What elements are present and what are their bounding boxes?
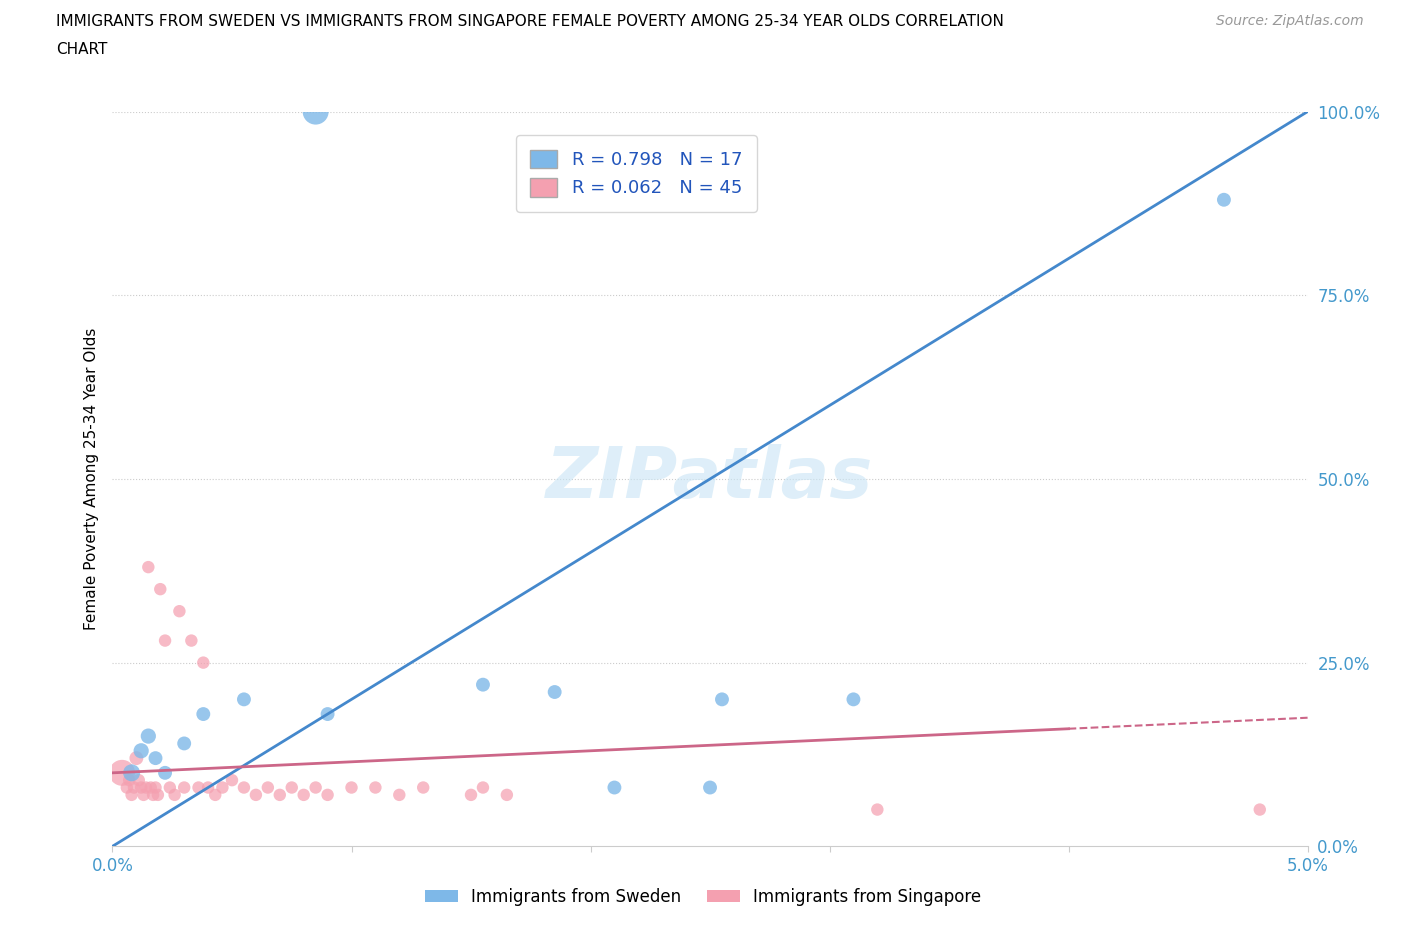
Point [257,780,280,795]
Point [233,692,256,707]
Point [163,788,186,803]
Point [173,780,195,795]
Point [245,788,267,803]
Text: IMMIGRANTS FROM SWEDEN VS IMMIGRANTS FROM SINGAPORE FEMALE POVERTY AMONG 25-34 Y: IMMIGRANTS FROM SWEDEN VS IMMIGRANTS FRO… [56,14,1004,29]
Point [305,780,328,795]
Point [711,692,734,707]
Point [159,780,181,795]
Text: Source: ZipAtlas.com: Source: ZipAtlas.com [1216,14,1364,28]
Point [169,604,191,618]
Point [1213,193,1236,207]
Point [1249,802,1271,817]
Point [153,633,176,648]
Point [125,751,148,765]
Point [180,633,202,648]
Legend: Immigrants from Sweden, Immigrants from Singapore: Immigrants from Sweden, Immigrants from … [418,881,988,912]
Legend: R = 0.798   N = 17, R = 0.062   N = 45: R = 0.798 N = 17, R = 0.062 N = 45 [516,136,756,212]
Point [173,736,195,751]
Point [193,656,215,671]
Point [121,765,143,780]
Point [187,780,209,795]
Point [138,560,160,575]
Point [115,780,138,795]
Point [866,802,889,817]
Text: CHART: CHART [56,42,108,57]
Point [121,788,143,803]
Point [842,692,865,707]
Point [472,677,495,692]
Point [142,788,165,803]
Point [129,743,152,758]
Point [132,788,155,803]
Point [305,104,328,119]
Point [149,582,172,597]
Point [118,773,141,788]
Point [221,773,243,788]
Point [340,780,363,795]
Point [292,788,315,803]
Point [122,780,145,795]
Point [204,788,226,803]
Point [316,788,339,803]
Point [603,780,626,795]
Point [699,780,721,795]
Point [128,773,150,788]
Point [233,780,256,795]
Point [412,780,434,795]
Point [138,729,160,744]
Point [316,707,339,722]
Text: ZIPatlas: ZIPatlas [547,445,873,513]
Point [135,780,157,795]
Point [111,765,134,780]
Point [139,780,162,795]
Point [472,780,495,795]
Point [145,780,167,795]
Point [460,788,482,803]
Point [543,684,565,699]
Point [193,707,215,722]
Y-axis label: Female Poverty Among 25-34 Year Olds: Female Poverty Among 25-34 Year Olds [83,327,98,631]
Point [197,780,219,795]
Point [145,751,167,765]
Point [281,780,304,795]
Point [388,788,411,803]
Point [211,780,233,795]
Point [269,788,291,803]
Point [496,788,519,803]
Point [129,780,152,795]
Point [153,765,176,780]
Point [364,780,387,795]
Point [146,788,169,803]
